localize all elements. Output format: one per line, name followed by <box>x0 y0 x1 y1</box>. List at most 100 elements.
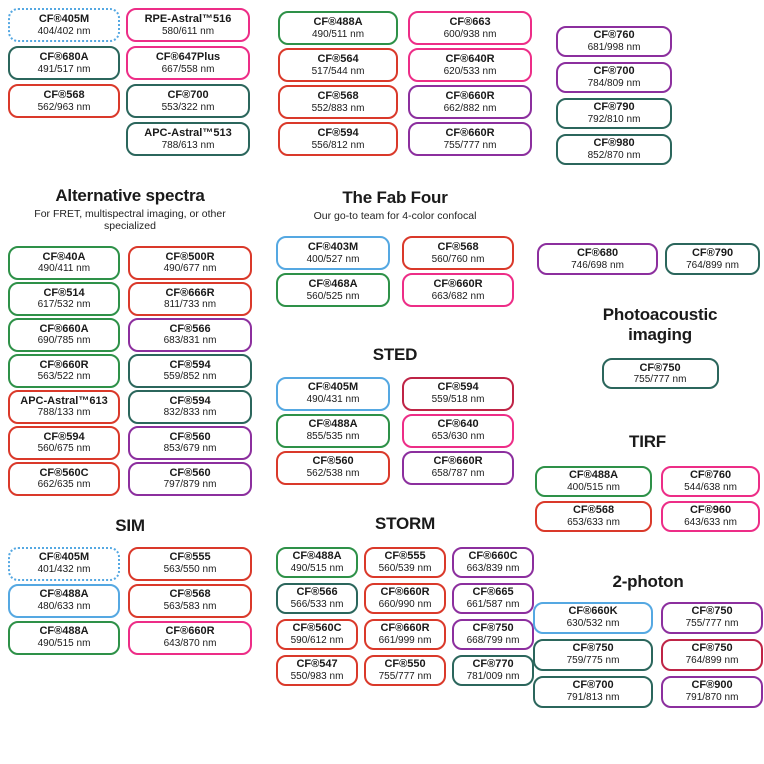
dye-wavelength: 490/515 nm <box>290 562 344 574</box>
dye-wavelength: 490/677 nm <box>163 263 217 275</box>
dye-box: CF®770 781/009 nm <box>452 654 534 686</box>
dye-name: CF®564 <box>317 52 359 65</box>
dye-group-top-right: CF®760 681/998 nm CF®700 784/809 nm CF®790 79… <box>556 26 672 165</box>
dye-wavelength: 853/679 nm <box>163 443 217 455</box>
dye-wavelength: 811/733 nm <box>163 299 217 311</box>
dye-box: CF®568 560/760 nm <box>402 236 514 271</box>
dye-box-list: CF®403M 400/527 nm CF®568 560/760 nm CF®468A… <box>276 236 514 308</box>
dye-box: CF®560 562/538 nm <box>276 450 390 485</box>
dye-box: CF®568 653/633 nm <box>535 500 652 532</box>
dye-wavelength: 784/809 nm <box>587 78 641 90</box>
dye-name: CF®594 <box>169 358 211 371</box>
dye-wavelength: 791/813 nm <box>566 692 620 704</box>
dye-wavelength: 764/899 nm <box>686 259 739 271</box>
dye-box: CF®980 852/870 nm <box>556 134 672 165</box>
dye-wavelength: 553/322 nm <box>161 101 215 113</box>
dye-box: CF®550 755/777 nm <box>364 654 446 686</box>
section-subtitle: Our go-to team for 4-color confocal <box>313 209 477 222</box>
dye-wavelength: 400/515 nm <box>567 481 620 493</box>
dye-name: CF®980 <box>593 137 635 150</box>
dye-name: CF®750 <box>472 621 514 634</box>
dye-wavelength: 630/532 nm <box>566 618 620 630</box>
section-title: STORM <box>374 514 436 533</box>
dye-name: CF®566 <box>296 585 338 598</box>
dye-wavelength: 480/633 nm <box>37 601 91 613</box>
section-title: The Fab Four <box>342 188 448 207</box>
dye-box: CF®40A 490/411 nm <box>8 245 120 280</box>
dye-wavelength: 620/533 nm <box>443 65 497 77</box>
dye-wavelength: 667/558 nm <box>161 63 215 75</box>
dye-wavelength: 797/879 nm <box>163 479 217 491</box>
dye-box-list: CF®405M 404/402 nm CF®680A 491/517 nm CF®568… <box>8 8 120 118</box>
dye-box: CF®700 791/813 nm <box>533 675 653 708</box>
dye-box: CF®488A 480/633 nm <box>8 583 120 618</box>
dye-name: CF®488A <box>39 625 89 638</box>
dye-box: CF®660A 690/785 nm <box>8 317 120 352</box>
dye-box: CF®555 560/539 nm <box>364 546 446 578</box>
dye-name: APC-Astral™613 <box>20 394 108 407</box>
dye-name: CF®660R <box>445 126 495 139</box>
dye-box-list: CF®760 681/998 nm CF®700 784/809 nm CF®790 79… <box>556 26 672 165</box>
dye-name: CF®640 <box>437 418 479 431</box>
dye-box: CF®547 550/983 nm <box>276 654 358 686</box>
dye-box: CF®488A 490/515 nm <box>276 546 358 578</box>
dye-box-list: RPE-Astral™516 580/611 nm CF®647Plus 667/55… <box>126 8 250 156</box>
dye-box: CF®500R 490/677 nm <box>128 245 252 280</box>
dye-name: CF®760 <box>593 29 635 42</box>
dye-name: CF®660R <box>380 585 430 598</box>
dye-box: CF®566 683/831 nm <box>128 317 252 352</box>
dye-box: CF®568 563/583 nm <box>128 583 252 618</box>
dye-name: CF®700 <box>572 679 614 692</box>
dye-wavelength: 517/544 nm <box>311 65 365 77</box>
section-tirf: TIRF CF®488A 400/515 nm CF®760 544/638 nm CF… <box>535 432 760 532</box>
dye-box: CF®660R 662/882 nm <box>408 85 532 119</box>
dye-wavelength: 580/611 nm <box>161 25 215 37</box>
dye-box: CF®760 544/638 nm <box>661 465 760 497</box>
dye-box: CF®560 797/879 nm <box>128 461 252 496</box>
dye-name: CF®547 <box>296 657 338 670</box>
section-title: 2-photon <box>612 572 684 591</box>
dye-wavelength: 400/527 nm <box>306 253 360 265</box>
dye-wavelength: 690/785 nm <box>37 335 91 347</box>
dye-wavelength: 852/870 nm <box>587 150 641 162</box>
dye-name: CF®594 <box>43 430 85 443</box>
dye-wavelength: 653/633 nm <box>567 516 620 528</box>
dye-group-mid-right: CF®680 746/698 nm CF®790 764/899 nm <box>537 243 760 275</box>
dye-box: CF®566 566/533 nm <box>276 582 358 614</box>
section-sted: STED CF®405M 490/431 nm CF®594 559/518 nm CF… <box>276 345 514 485</box>
dye-box-list: CF®680 746/698 nm CF®790 764/899 nm <box>537 243 760 275</box>
dye-wavelength: 490/511 nm <box>311 28 365 40</box>
dye-box: CF®680A 491/517 nm <box>8 46 120 80</box>
dye-box: CF®660R 661/999 nm <box>364 618 446 650</box>
dye-wavelength: 746/698 nm <box>571 259 624 271</box>
dye-box: CF®660R 755/777 nm <box>408 122 532 156</box>
dye-wavelength: 755/777 nm <box>443 139 497 151</box>
dye-box: CF®488A 400/515 nm <box>535 465 652 497</box>
dye-wavelength: 764/899 nm <box>685 655 739 667</box>
dye-name: CF®555 <box>169 551 211 564</box>
dye-name: CF®468A <box>308 278 358 291</box>
dye-name: CF®560 <box>312 455 354 468</box>
dye-box: CF®750 764/899 nm <box>661 638 763 671</box>
dye-wavelength: 791/870 nm <box>685 692 739 704</box>
dye-name: CF®568 <box>169 588 211 601</box>
dye-box: CF®666R 811/733 nm <box>128 281 252 316</box>
dye-name: CF®594 <box>437 381 479 394</box>
dye-name: CF®900 <box>691 679 733 692</box>
dye-box: CF®405M 490/431 nm <box>276 376 390 411</box>
dye-wavelength: 559/518 nm <box>431 394 485 406</box>
dye-box-list: CF®488A 400/515 nm CF®760 544/638 nm CF®568 6… <box>535 465 760 532</box>
dye-wavelength: 563/522 nm <box>37 371 91 383</box>
dye-name: CF®488A <box>568 468 619 481</box>
dye-wavelength: 759/775 nm <box>566 655 620 667</box>
dye-wavelength: 661/999 nm <box>378 634 432 646</box>
dye-name: CF®514 <box>43 286 85 299</box>
section-sim: SIM CF®405M 401/432 nm CF®555 563/550 nm CF®… <box>8 516 252 655</box>
dye-name: CF®560C <box>39 466 89 479</box>
dye-name: CF®666R <box>165 286 215 299</box>
dye-name: CF®405M <box>38 551 90 564</box>
dye-wavelength: 560/525 nm <box>306 290 360 302</box>
dye-box: CF®560C 590/612 nm <box>276 618 358 650</box>
dye-wavelength: 855/535 nm <box>306 431 360 443</box>
dye-wavelength: 653/630 nm <box>431 431 485 443</box>
